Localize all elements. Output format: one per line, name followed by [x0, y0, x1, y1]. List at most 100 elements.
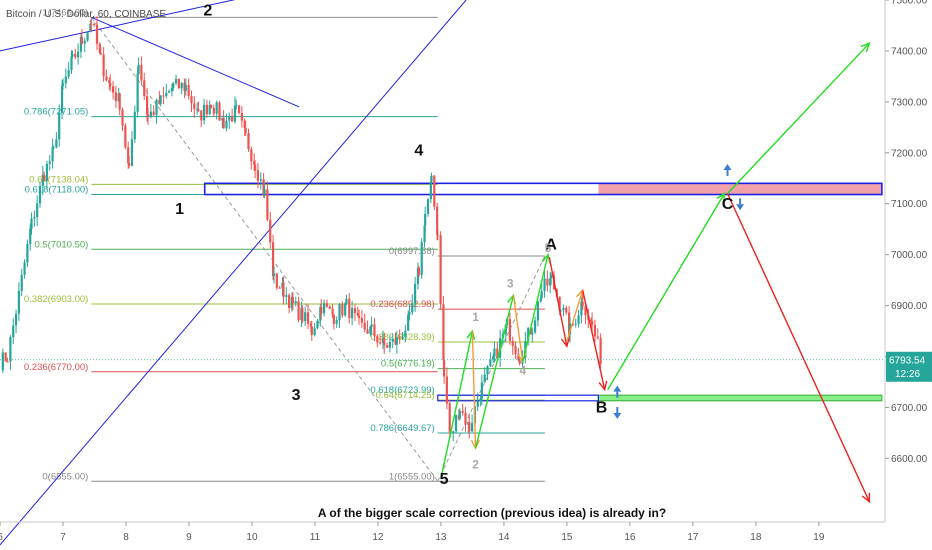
candle-body [448, 403, 451, 432]
candle-body [33, 217, 36, 219]
candle-body [133, 111, 136, 140]
candle-body [486, 366, 489, 375]
candle-body [52, 147, 55, 149]
candle-body [464, 412, 467, 425]
bear-target-arrow-head [861, 492, 871, 504]
candle-body [356, 313, 359, 316]
candle-body [341, 303, 344, 316]
candle-body [439, 235, 442, 305]
x-tick-label: 18 [750, 532, 762, 543]
sub-wave-label: 4 [519, 363, 526, 377]
y-tick-label: 7100.00 [891, 199, 928, 210]
subwave-1-arrow [440, 330, 474, 479]
candle-body [468, 421, 471, 432]
fib-level-label: 0.618(7118.00) [25, 185, 89, 196]
candle-body [379, 342, 382, 344]
fib-retracement-layer: 0(6555.00) 0.236(6770.00) 0.382(6903.00) 0.… [24, 7, 546, 482]
candle-body [288, 295, 291, 309]
candle-body [254, 164, 257, 171]
wave-c-up-arrow [607, 193, 726, 390]
countdown-timer: 12:26 [895, 369, 920, 380]
candle-body [60, 85, 64, 113]
y-tick-label: 6700.00 [891, 403, 928, 414]
x-tick-label: 17 [687, 532, 699, 543]
candle-body [581, 301, 584, 307]
chart-annotation: A of the bigger scale correction (previo… [318, 506, 666, 520]
fib-level-label: 1(7466.00) [42, 7, 88, 18]
candle-body [429, 181, 432, 200]
candle-body [108, 80, 111, 83]
candle-body [376, 336, 379, 343]
candle-body [233, 105, 237, 122]
candle-body [48, 161, 51, 164]
candle-body [124, 125, 127, 148]
candle-body [394, 338, 397, 345]
candle-body [345, 298, 348, 304]
candle-body [127, 147, 130, 164]
candle-body [285, 295, 288, 297]
wave-label: 5 [440, 471, 449, 488]
candle-body [590, 320, 594, 325]
candle-body [580, 301, 583, 316]
candle-body [549, 278, 552, 286]
candle-body [395, 337, 398, 345]
wave-label: B [596, 400, 608, 417]
fib-level-label: 0.236(6770.00) [24, 362, 88, 373]
candle-body [111, 86, 115, 93]
candle-body [193, 103, 196, 110]
current-price-tag [886, 351, 932, 382]
support-zone [437, 394, 599, 402]
candle-body [102, 54, 105, 77]
wave-label: C [722, 196, 734, 213]
zone-layer [203, 182, 883, 402]
candle-body [14, 313, 18, 326]
candle-body [533, 320, 537, 333]
candle-body [98, 43, 101, 54]
candle-body [411, 303, 414, 313]
candle-body [445, 376, 449, 404]
fib-level-label: 1(6555.00) [389, 471, 435, 482]
candle-body [187, 85, 190, 97]
x-tick-label: 16 [624, 532, 636, 543]
candle-body [568, 312, 571, 335]
fib-level-label: 0.618(6723.99) [370, 385, 434, 396]
sub-wave-label: 5 [545, 241, 552, 255]
candle-body [61, 83, 65, 86]
candle-body [540, 291, 543, 299]
candle-body [140, 64, 143, 81]
candle-body [266, 189, 269, 220]
candle-body [531, 332, 534, 335]
y-tick-label: 7300.00 [891, 97, 928, 108]
candle-body [543, 278, 546, 292]
candle-body [6, 361, 9, 363]
sub-wave-label: 3 [507, 277, 514, 291]
candle-body [209, 104, 213, 108]
candle-body [496, 348, 499, 358]
candle-body [351, 308, 354, 319]
resistance-zone [203, 182, 883, 196]
candle-body [309, 323, 312, 327]
y-tick-label: 6600.00 [891, 454, 928, 465]
candle-body [36, 203, 39, 218]
candle-body [225, 120, 228, 129]
candle-body [168, 91, 171, 93]
candle-body [408, 312, 411, 315]
candle-body [331, 308, 334, 315]
candle-body [212, 107, 215, 114]
subwave-2-arrow [471, 330, 477, 449]
candle-body [79, 36, 83, 52]
candle-body [136, 73, 139, 112]
candle-body [381, 338, 385, 343]
wave-a-down-arrow-head [560, 337, 570, 348]
arrow-down-marker [736, 204, 745, 211]
candle-body [436, 234, 439, 236]
candle-body [407, 314, 410, 331]
candle-body [310, 326, 313, 336]
candle-body [369, 326, 372, 334]
candle-body [430, 175, 433, 182]
candle-body [105, 76, 108, 81]
candle-body [29, 228, 32, 245]
candle-body [370, 324, 373, 327]
sub-wave-label: 1 [472, 310, 479, 324]
candle-body [190, 96, 193, 104]
